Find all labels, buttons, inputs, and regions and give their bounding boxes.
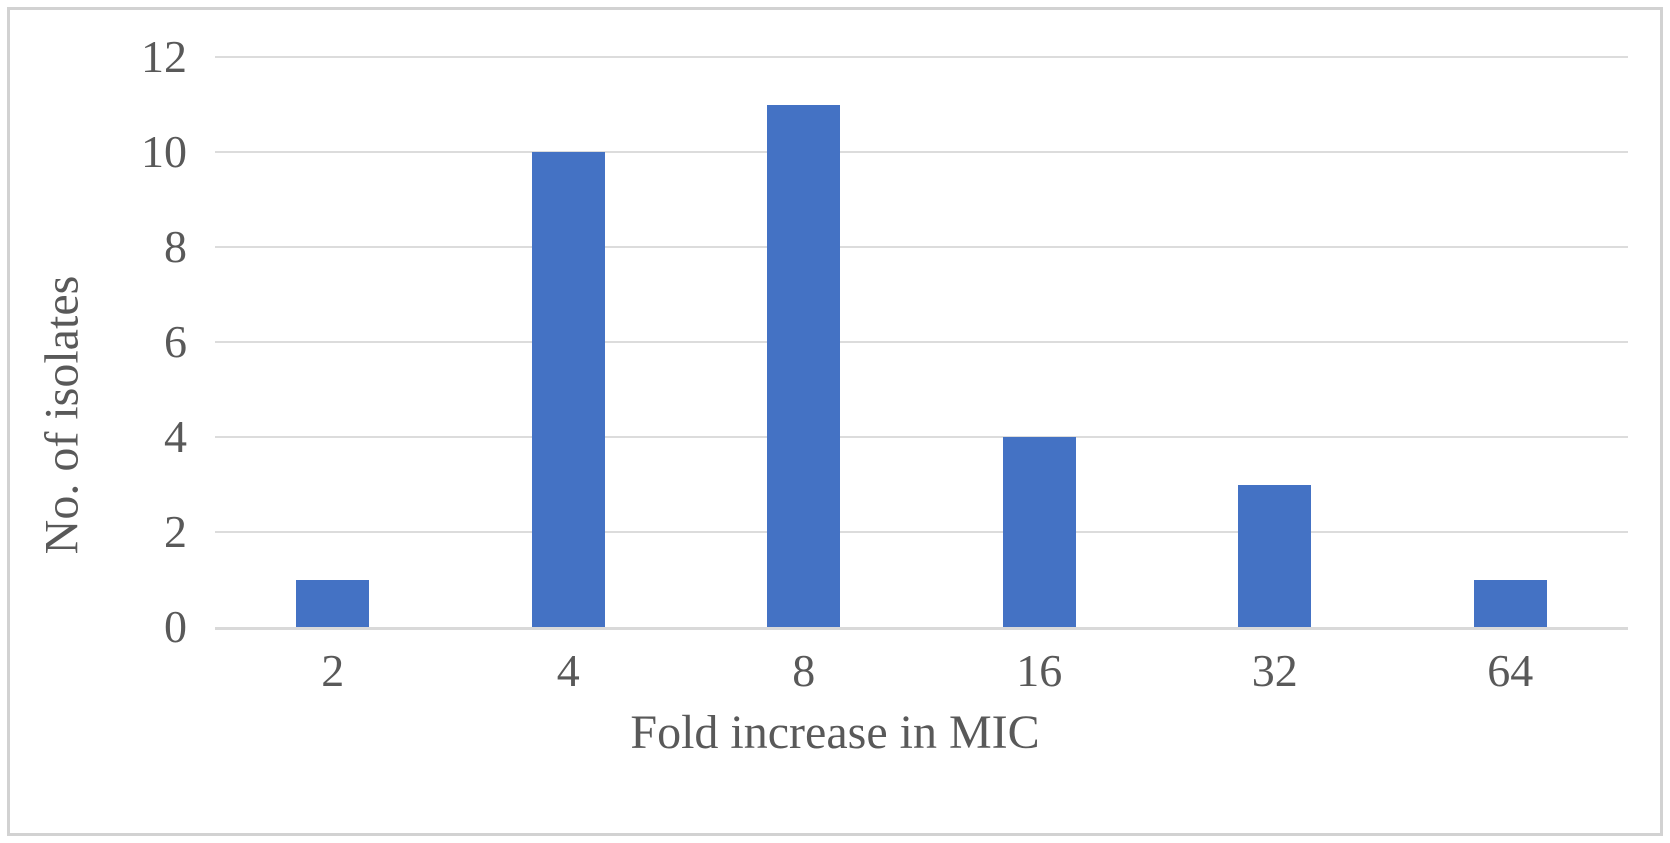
x-axis-tick-labels: 2 4 8 16 32 64: [215, 648, 1628, 708]
x-tick-label-32: 32: [1251, 645, 1298, 696]
y-tick-label-12: 12: [141, 31, 187, 82]
bar-category-16: [1002, 437, 1076, 627]
y-tick-label-10: 10: [141, 126, 187, 177]
bar-category-32: [1238, 484, 1312, 627]
bar-category-2: [296, 579, 370, 627]
gridline-8: [215, 246, 1628, 248]
y-tick-label-0: 0: [164, 601, 187, 652]
gridline-2: [215, 531, 1628, 533]
x-tick-label-2: 2: [321, 645, 345, 696]
gridline-10: [215, 151, 1628, 153]
x-tick-label-8: 8: [792, 645, 816, 696]
figure-border: [7, 7, 1663, 836]
y-axis-tick-labels: 0 2 4 6 8 10 12: [0, 34, 187, 650]
y-tick-label-2: 2: [164, 506, 187, 557]
bar-category-8: [767, 104, 841, 627]
x-tick-label-64: 64: [1487, 645, 1534, 696]
gridline-12: [215, 56, 1628, 58]
y-tick-label-6: 6: [164, 316, 187, 367]
gridline-4: [215, 436, 1628, 438]
gridline-6: [215, 341, 1628, 343]
x-axis-title: Fold increase in MIC: [630, 706, 1040, 759]
y-tick-label-8: 8: [164, 221, 187, 272]
x-tick-label-16: 16: [1016, 645, 1063, 696]
bar-category-4: [531, 152, 605, 627]
x-tick-label-4: 4: [556, 645, 580, 696]
plot-area: [215, 56, 1628, 630]
y-tick-label-4: 4: [164, 411, 187, 462]
bar-category-64: [1473, 579, 1547, 627]
